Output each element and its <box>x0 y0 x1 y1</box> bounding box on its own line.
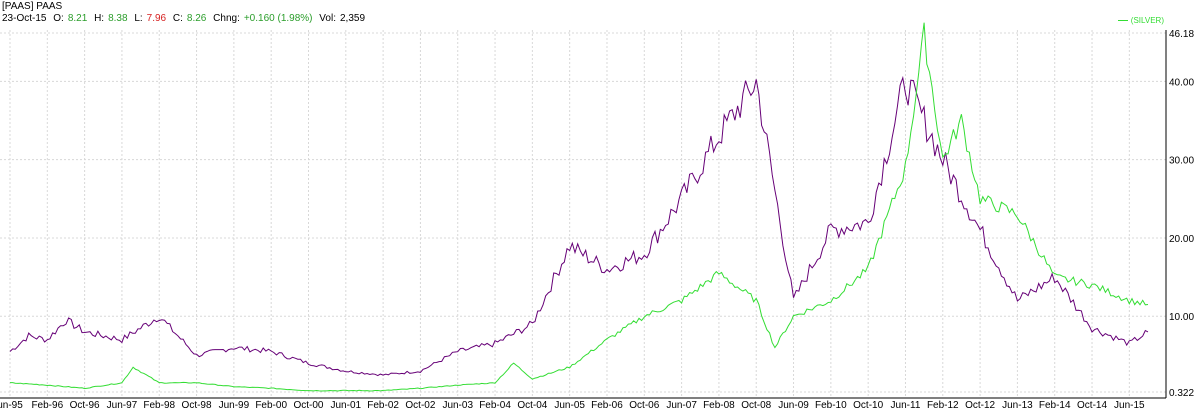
x-tick-label: Oct-08 <box>741 400 771 411</box>
x-tick-label: Oct-12 <box>965 400 995 411</box>
chart-title: [PAAS] PAAS <box>2 1 63 12</box>
x-tick-label: Jun-09 <box>778 400 809 411</box>
x-tick-label: Jun-13 <box>1002 400 1033 411</box>
y-tick-label: 0.322 <box>1169 388 1194 399</box>
y-tick-label: 46.18 <box>1169 29 1194 40</box>
x-tick-label: Oct-98 <box>182 400 212 411</box>
x-tick-label: Jun-01 <box>331 400 362 411</box>
x-tick-label: Jun-99 <box>219 400 250 411</box>
volume-label: Vol: <box>319 13 336 24</box>
x-tick-label: Oct-04 <box>517 400 547 411</box>
quote-date: 23-Oct-15 <box>2 13 47 24</box>
quote-bar: 23-Oct-15 O: 8.21 H: 8.38 L: 7.96 C: 8.26 Ch… <box>2 13 369 24</box>
x-tick-label: Jun-15 <box>1114 400 1145 411</box>
x-tick-label: Feb-10 <box>815 400 847 411</box>
close-label: C: <box>172 13 183 24</box>
x-tick-label: Jun-97 <box>107 400 138 411</box>
x-tick-label: Feb-12 <box>927 400 959 411</box>
x-tick-label: Feb-98 <box>143 400 175 411</box>
x-tick-label: Jun-07 <box>666 400 697 411</box>
x-tick-label: Oct-06 <box>629 400 659 411</box>
x-tick-label: Feb-06 <box>591 400 623 411</box>
x-axis-ticks: un-95 Feb-96 Oct-96 Jun-97 Feb-98 Oct-98 Jun-9… <box>0 400 1145 411</box>
low-value: 7.96 <box>146 13 167 24</box>
x-tick-label: Jun-11 <box>891 400 921 411</box>
legend: (SILVER) <box>1117 16 1164 25</box>
gridlines <box>0 30 1166 398</box>
y-tick-label: 10.00 <box>1169 312 1194 323</box>
change-value: +0.160 (1.98%) <box>243 13 313 24</box>
series-line-silver <box>10 22 1149 392</box>
high-label: H: <box>94 13 105 24</box>
x-tick-label: Oct-14 <box>1077 400 1107 411</box>
high-value: 8.38 <box>108 13 128 24</box>
legend-label-silver: (SILVER) <box>1130 16 1164 25</box>
volume-value: 2,359 <box>339 13 366 24</box>
x-tick-label: Oct-96 <box>70 400 100 411</box>
low-label: L: <box>134 13 143 24</box>
close-value: 8.26 <box>186 13 207 24</box>
open-value: 8.21 <box>67 13 88 24</box>
y-tick-label: 20.00 <box>1169 234 1194 245</box>
x-tick-label: Feb-96 <box>31 400 63 411</box>
x-tick-label: Feb-00 <box>255 400 287 411</box>
x-tick-label: Feb-02 <box>367 400 399 411</box>
x-tick-label: Jun-03 <box>442 400 473 411</box>
x-tick-label: un-95 <box>0 400 23 411</box>
x-tick-label: Oct-02 <box>405 400 435 411</box>
x-tick-label: Oct-00 <box>293 400 323 411</box>
series-layer <box>9 22 1149 392</box>
legend-swatch-silver <box>1117 20 1128 22</box>
plot-area <box>0 30 1166 396</box>
x-tick-label: Feb-08 <box>703 400 735 411</box>
y-tick-label: 40.00 <box>1169 77 1194 88</box>
x-tick-label: Jun-05 <box>554 400 585 411</box>
y-tick-label: 30.00 <box>1169 156 1194 167</box>
x-tick-label: Feb-04 <box>479 400 511 411</box>
x-tick-label: Feb-14 <box>1039 400 1071 411</box>
y-axis-ticks: 46.18 40.00 30.00 20.00 10.00 0.322 <box>1169 29 1194 399</box>
open-label: O: <box>53 13 64 24</box>
series-line-paas <box>9 75 1149 377</box>
change-label: Chng: <box>213 13 240 24</box>
x-tick-label: Oct-10 <box>853 400 883 411</box>
